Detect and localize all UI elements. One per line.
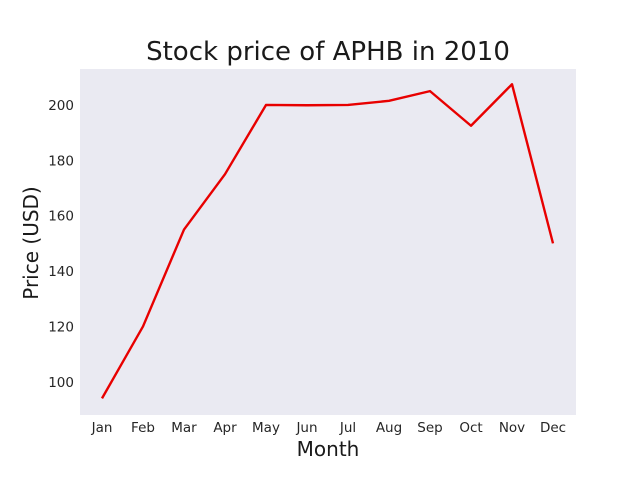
y-tick-label: 100 <box>48 375 74 391</box>
x-tick-label: Oct <box>459 420 482 436</box>
y-axis-title: Price (USD) <box>19 186 43 300</box>
x-tick-label: Nov <box>499 420 525 436</box>
y-tick-label: 140 <box>48 264 74 280</box>
x-tick-label: Dec <box>540 420 566 436</box>
x-tick-label: Apr <box>213 420 237 436</box>
y-tick-label: 120 <box>48 319 74 335</box>
x-axis-title: Month <box>297 437 360 461</box>
y-axis-ticks: 100 120 140 160 180 200 <box>48 98 74 391</box>
x-tick-label: May <box>252 420 280 436</box>
x-tick-label: Jun <box>295 420 317 436</box>
plot-area <box>80 69 576 415</box>
series-line <box>100 83 555 399</box>
x-tick-label: Jan <box>91 420 113 436</box>
y-tick-label: 160 <box>48 209 74 225</box>
y-tick-label: 180 <box>48 153 74 169</box>
series-layer <box>100 83 555 399</box>
x-axis-ticks: Jan Feb Mar Apr May Jun Jul Aug Sep Oct Nov Dec <box>91 420 566 436</box>
x-tick-label: Aug <box>376 420 402 436</box>
x-tick-label: Sep <box>417 420 442 436</box>
x-tick-label: Mar <box>171 420 197 436</box>
chart-title: Stock price of APHB in 2010 <box>146 37 510 67</box>
x-tick-label: Jul <box>339 420 356 436</box>
x-tick-label: Feb <box>131 420 155 436</box>
y-tick-label: 200 <box>48 98 74 114</box>
